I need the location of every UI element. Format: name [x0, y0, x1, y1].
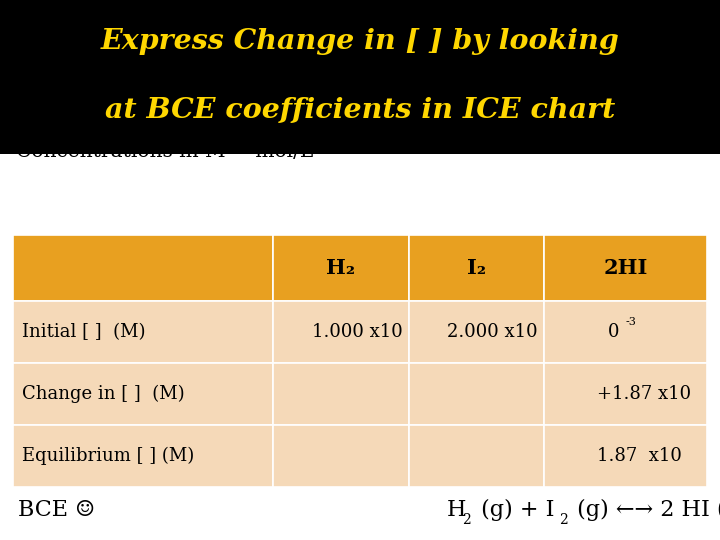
Text: 2.000 x10: 2.000 x10	[447, 323, 538, 341]
Text: BCE ☺: BCE ☺	[18, 500, 95, 521]
Bar	[408, 301, 544, 363]
Text: 2HI: 2HI	[603, 258, 648, 278]
Text: -3: -3	[626, 318, 636, 327]
Text: Express Change in [ ] by looking: Express Change in [ ] by looking	[101, 28, 619, 55]
Bar	[13, 426, 273, 488]
Bar	[274, 426, 408, 488]
Text: Equilibrium [ ] (M): Equilibrium [ ] (M)	[22, 447, 194, 465]
Text: +1.87 x10: +1.87 x10	[597, 385, 690, 403]
Text: I₂: I₂	[467, 258, 486, 278]
Bar	[274, 235, 408, 301]
Text: H: H	[446, 500, 466, 521]
Text: H₂: H₂	[326, 258, 356, 278]
Bar	[408, 363, 544, 426]
Bar	[13, 363, 273, 426]
Bar	[544, 235, 707, 301]
Bar	[13, 301, 273, 363]
Bar	[274, 363, 408, 426]
Text: Concentrations in M = mol/L: Concentrations in M = mol/L	[16, 141, 313, 161]
Text: (g) ←→ 2 HI (g): (g) ←→ 2 HI (g)	[570, 500, 720, 521]
Text: 0: 0	[608, 323, 619, 341]
Bar	[408, 426, 544, 488]
Bar	[544, 301, 707, 363]
Bar	[408, 235, 544, 301]
Text: 1.000 x10: 1.000 x10	[312, 323, 403, 341]
Text: (g) + I: (g) + I	[474, 500, 554, 521]
Text: 2: 2	[559, 513, 567, 527]
Bar	[13, 235, 273, 301]
Text: Initial [ ]  (M): Initial [ ] (M)	[22, 323, 145, 341]
Text: 1.87  x10: 1.87 x10	[597, 447, 682, 465]
Text: Change in [ ]  (M): Change in [ ] (M)	[22, 385, 184, 403]
Bar	[0, 0, 720, 154]
Text: at BCE coefficients in ICE chart: at BCE coefficients in ICE chart	[105, 97, 615, 124]
Bar	[274, 301, 408, 363]
Bar	[544, 363, 707, 426]
Bar	[544, 426, 707, 488]
Text: 2: 2	[462, 513, 471, 527]
